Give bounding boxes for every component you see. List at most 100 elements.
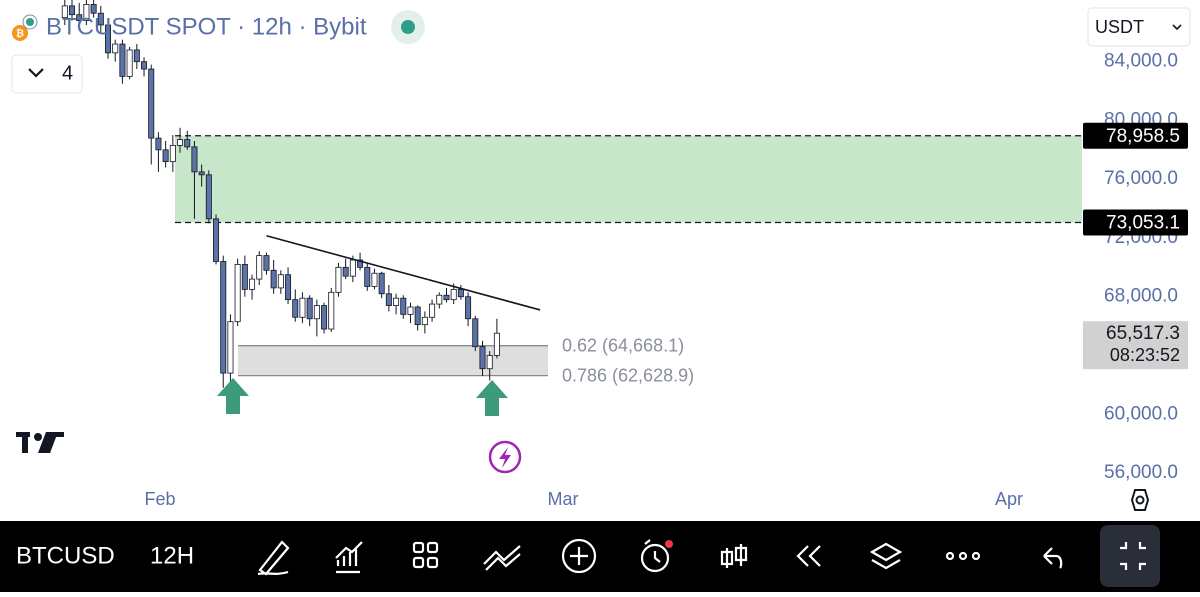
candle-body — [479, 346, 486, 370]
candle-body — [299, 297, 306, 318]
zone-price-box — [1083, 209, 1188, 236]
candle-body — [465, 296, 472, 320]
zone-price-box — [1083, 122, 1188, 149]
candle-body — [313, 305, 320, 320]
candle-body — [400, 297, 407, 315]
candle-body — [335, 266, 342, 293]
x-tick-label: Apr — [995, 489, 1023, 509]
indicator-toggle[interactable] — [11, 54, 83, 94]
candle-body — [256, 255, 263, 280]
settings-button[interactable] — [1130, 489, 1150, 511]
candle-body — [234, 264, 241, 323]
candle-body — [263, 255, 270, 271]
y-tick-label: 84,000.0 — [1104, 51, 1178, 72]
fib-label: 0.62 (64,668.1) — [562, 335, 684, 355]
candle-body — [90, 4, 97, 14]
toolbar-icons[interactable] — [257, 538, 1063, 576]
fib-zone — [238, 345, 548, 376]
zone-price-label: 73,053.1 — [1106, 213, 1180, 234]
candle-body — [177, 139, 184, 146]
candle-body — [155, 137, 162, 151]
symbol-title: BTCUSDT SPOT · 12h · Bybit — [46, 13, 367, 40]
candle-body — [407, 306, 414, 315]
candle-body — [385, 293, 392, 306]
toolbar — [0, 521, 1200, 592]
candle-body — [69, 5, 76, 16]
candle-body — [191, 146, 198, 173]
candle-body — [450, 288, 457, 301]
candle-body — [162, 149, 169, 162]
event-icon[interactable] — [488, 440, 522, 474]
arrow-up — [217, 378, 249, 414]
candle-body — [97, 12, 104, 26]
currency-select[interactable] — [1087, 7, 1191, 47]
candle-body — [205, 174, 212, 220]
header: ₿ BTCUSDT SPOT · 12h · Bybit 4 USDT — [11, 7, 1191, 94]
y-tick-label: 76,000.0 — [1104, 168, 1178, 189]
fib-label: 0.786 (62,628.9) — [562, 365, 694, 385]
indicator-count: 4 — [62, 62, 73, 84]
candle-body — [249, 278, 256, 290]
zone-price-label: 78,958.5 — [1106, 126, 1180, 147]
fullscreen-icon — [1120, 542, 1146, 570]
x-tick-label: Mar — [548, 489, 579, 509]
arrow-up — [476, 380, 508, 416]
candle-body — [349, 259, 356, 277]
candle-body — [285, 274, 292, 301]
candle-body — [414, 306, 421, 326]
candle-body — [421, 316, 428, 326]
candle-body — [493, 332, 500, 356]
candle-body — [378, 272, 385, 295]
candle-body — [306, 297, 313, 320]
alert-dot — [665, 540, 673, 548]
candle-body — [342, 266, 349, 277]
candle-body — [126, 49, 133, 77]
candle-body — [457, 288, 464, 298]
candle-body — [133, 49, 140, 63]
candle-body — [270, 269, 277, 289]
candle-body — [148, 68, 155, 139]
candle-body — [184, 139, 191, 148]
candle-body — [241, 264, 248, 290]
fullscreen-button[interactable] — [1100, 525, 1160, 587]
candle-body — [141, 61, 148, 70]
candle-body — [169, 145, 176, 162]
candle-body — [83, 4, 90, 21]
candle-body — [472, 318, 479, 348]
candle-body — [76, 14, 83, 21]
toolbar-symbol[interactable]: BTCUSD — [16, 542, 115, 569]
countdown: 08:23:52 — [1110, 345, 1180, 365]
y-tick-label: 68,000.0 — [1104, 286, 1178, 307]
x-tick-label: Feb — [144, 489, 175, 509]
candle-body — [227, 321, 234, 374]
candle-body — [198, 171, 205, 176]
candle-body — [429, 303, 436, 318]
candle-body — [443, 294, 450, 301]
candle-body — [292, 299, 299, 318]
candle-body — [220, 261, 227, 374]
candle-body — [321, 305, 328, 330]
y-tick-label: 60,000.0 — [1104, 403, 1178, 424]
candle-body — [119, 43, 126, 77]
currency: USDT — [1095, 17, 1144, 37]
svg-text:₿: ₿ — [16, 28, 24, 40]
candle-body — [357, 259, 364, 268]
candle-body — [61, 5, 68, 19]
supply-zone — [175, 135, 1082, 223]
y-tick-label: 56,000.0 — [1104, 462, 1178, 483]
candle-body — [112, 43, 119, 54]
candle-body — [364, 266, 371, 287]
candle-body — [436, 294, 443, 305]
candle-body — [328, 291, 335, 330]
candle-body — [213, 218, 220, 262]
price-label: 65,517.3 — [1106, 323, 1180, 344]
candle-body — [371, 272, 378, 287]
candle-body — [105, 24, 112, 54]
toolbar-interval[interactable]: 12H — [150, 542, 194, 569]
candle-body — [486, 355, 493, 370]
price-box — [1083, 321, 1188, 370]
candle-body — [277, 274, 284, 289]
candle-body — [393, 297, 400, 306]
tv-logo — [16, 432, 64, 453]
